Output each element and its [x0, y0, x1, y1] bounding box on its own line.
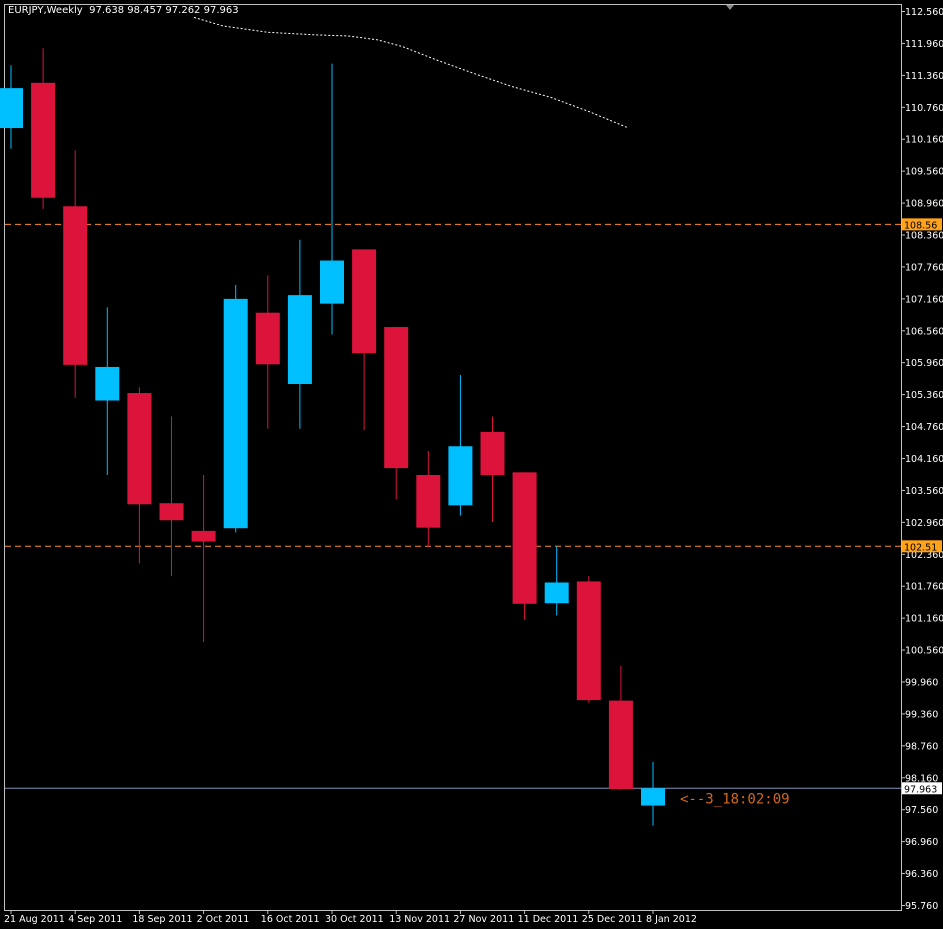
y-tick-label: 99.360: [905, 709, 938, 720]
y-tick-label: 106.560: [905, 326, 943, 337]
candle-body: [608, 700, 633, 789]
current-price-label: 97.963: [904, 784, 937, 795]
y-tick-label: 97.560: [905, 805, 938, 816]
candle-body: [63, 206, 88, 365]
candle-body: [159, 503, 184, 521]
x-tick-label: 16 Oct 2011: [261, 914, 320, 925]
y-tick-label: 98.160: [905, 773, 938, 784]
y-tick-label: 110.160: [905, 135, 943, 146]
x-tick-label: 8 Jan 2012: [646, 914, 697, 925]
y-tick-label: 107.760: [905, 262, 943, 273]
plot-border: [4, 4, 902, 911]
x-tick-label: 27 Nov 2011: [453, 914, 514, 925]
candle-body: [287, 295, 312, 384]
ohlc-readout: 97.638 98.457 97.262 97.963: [89, 5, 239, 16]
y-tick-label: 96.960: [905, 837, 938, 848]
y-tick-label: 105.360: [905, 390, 943, 401]
candle-body: [191, 530, 216, 542]
y-tick-label: 108.960: [905, 199, 943, 210]
candle-body: [320, 260, 344, 304]
x-tick-label: 21 Aug 2011: [4, 914, 65, 925]
candle-body: [576, 581, 601, 701]
candle-body: [0, 88, 23, 129]
candle-body: [544, 582, 569, 604]
chart-title: EURJPY,Weekly 97.638 98.457 97.262 97.96…: [8, 5, 239, 16]
y-tick-label: 111.360: [905, 71, 943, 82]
candle-body: [384, 327, 409, 469]
level-label: 108.56: [904, 220, 937, 231]
x-tick-label: 11 Dec 2011: [518, 914, 579, 925]
y-tick-label: 108.360: [905, 231, 943, 242]
y-tick-label: 110.760: [905, 103, 943, 114]
y-tick-label: 103.560: [905, 486, 943, 497]
y-tick-label: 98.760: [905, 741, 938, 752]
y-tick-label: 100.560: [905, 646, 943, 657]
y-tick-label: 101.160: [905, 614, 943, 625]
candle-body: [480, 431, 505, 475]
candle-body: [641, 788, 665, 806]
candle-body: [255, 312, 280, 365]
y-tick-label: 101.760: [905, 582, 943, 593]
current-price-box: [902, 782, 942, 795]
x-tick-label: 18 Sep 2011: [132, 914, 192, 925]
y-tick-label: 107.160: [905, 294, 943, 305]
candle-body: [223, 298, 248, 529]
x-tick-label: 25 Dec 2011: [582, 914, 643, 925]
y-tick-label: 111.960: [905, 39, 943, 50]
candle-body: [512, 472, 537, 604]
countdown-label: <--3_18:02:09: [680, 791, 790, 807]
y-tick-label: 109.560: [905, 167, 943, 178]
scroll-marker-icon: [726, 5, 734, 10]
moving-average-line: [193, 16, 628, 128]
y-tick-label: 104.760: [905, 422, 943, 433]
y-tick-label: 105.960: [905, 358, 943, 369]
candle-body: [448, 446, 473, 506]
candle-body: [416, 474, 441, 528]
candle-body: [127, 393, 152, 505]
x-tick-label: 4 Sep 2011: [68, 914, 122, 925]
x-tick-label: 30 Oct 2011: [325, 914, 384, 925]
candle-body: [31, 82, 56, 198]
x-tick-label: 2 Oct 2011: [197, 914, 250, 925]
y-tick-label: 102.360: [905, 550, 943, 561]
symbol-timeframe: EURJPY,Weekly: [8, 5, 83, 16]
x-tick-label: 13 Nov 2011: [389, 914, 450, 925]
level-label: 102.51: [904, 542, 937, 553]
candle-body: [95, 366, 120, 401]
candle-body: [352, 249, 377, 354]
y-tick-label: 96.360: [905, 869, 938, 880]
y-tick-label: 102.960: [905, 518, 943, 529]
y-tick-label: 104.160: [905, 454, 943, 465]
y-tick-label: 99.960: [905, 678, 938, 689]
level-label-box: [902, 218, 942, 231]
y-tick-label: 112.560: [905, 7, 943, 18]
y-tick-label: 95.760: [905, 901, 938, 912]
level-label-box: [902, 540, 942, 553]
